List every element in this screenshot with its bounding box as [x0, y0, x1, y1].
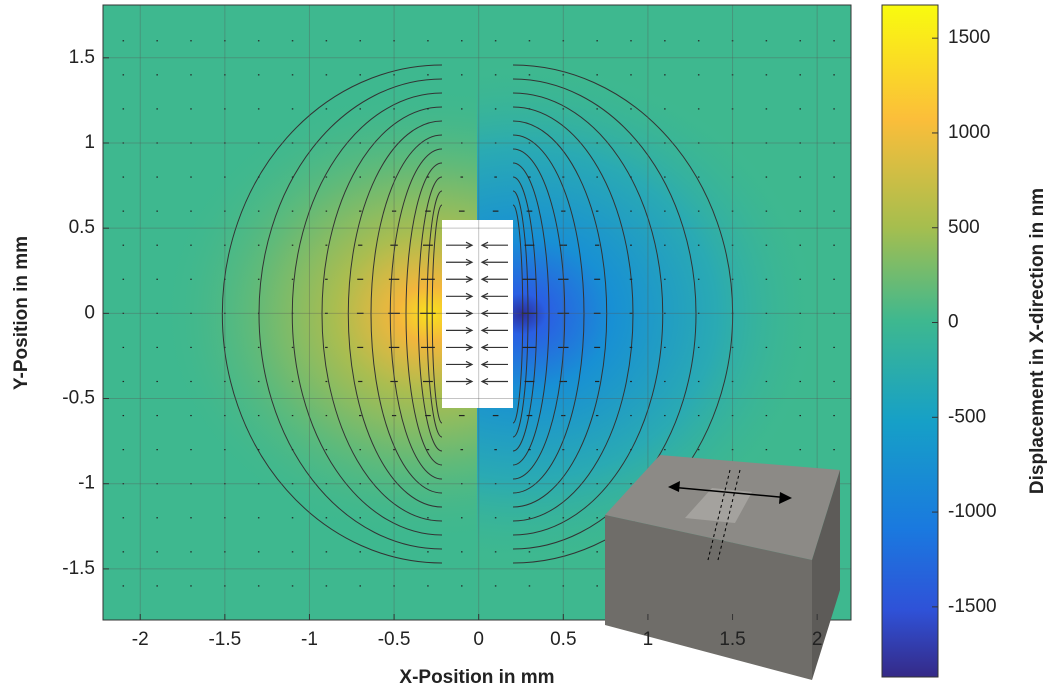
colorbar-tick-label: 1000 — [948, 122, 990, 143]
colorbar — [882, 5, 938, 677]
x-tick-label: 1 — [643, 629, 654, 650]
y-tick-label: 1.5 — [69, 47, 95, 68]
y-axis-label: Y-Position in mm — [11, 236, 32, 390]
y-tick-label: -1.5 — [62, 558, 95, 579]
colorbar-tick-label: 1500 — [948, 27, 990, 48]
notch — [442, 220, 513, 408]
colorbar-tick-label: -500 — [948, 406, 986, 427]
x-tick-label: -0.5 — [378, 629, 411, 650]
chart: X-Position in mm Y-Position in mm Displa… — [0, 0, 1053, 693]
y-tick-label: -0.5 — [62, 388, 95, 409]
x-tick-label: 1.5 — [719, 629, 745, 650]
colorbar-tick-label: 500 — [948, 217, 980, 238]
x-tick-label: -2 — [132, 629, 149, 650]
x-axis-label: X-Position in mm — [399, 667, 554, 688]
x-tick-label: 0 — [473, 629, 484, 650]
y-tick-label: 0.5 — [69, 217, 95, 238]
colorbar-tick-label: 0 — [948, 312, 959, 333]
y-tick-label: 0 — [84, 302, 95, 323]
y-tick-label: 1 — [84, 132, 95, 153]
colorbar-tick-label: -1000 — [948, 501, 997, 522]
x-tick-label: 0.5 — [550, 629, 576, 650]
x-tick-label: 2 — [812, 629, 823, 650]
colorbar-tick-label: -1500 — [948, 596, 997, 617]
x-tick-label: -1 — [301, 629, 318, 650]
x-tick-label: -1.5 — [208, 629, 241, 650]
colorbar-label: Displacement in X-direction in nm — [1027, 188, 1048, 494]
positive-lobe — [103, 5, 477, 620]
y-tick-label: -1 — [78, 473, 95, 494]
